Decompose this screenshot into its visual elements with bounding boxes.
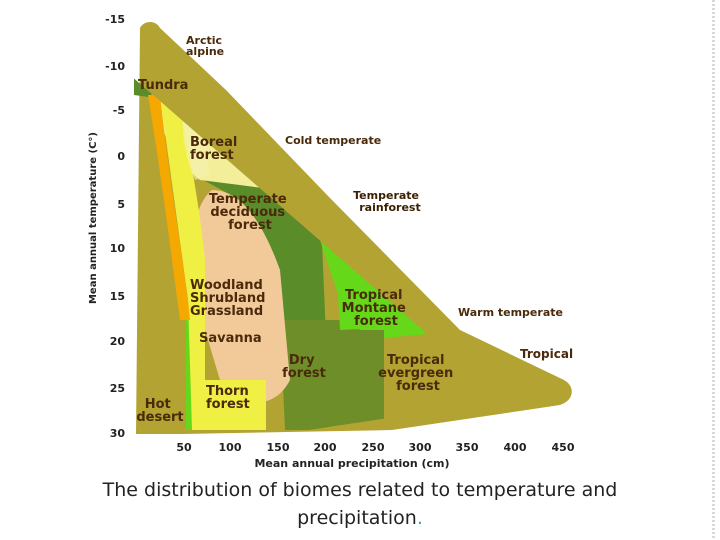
tr-line-2: rainforest (359, 201, 420, 214)
x-tick: 150 (267, 441, 290, 454)
boreal-line-2: forest (190, 148, 234, 163)
thorn-line-2: forest (206, 397, 250, 412)
biome-labels: Tundra Boreal forest Temperate deciduous… (136, 78, 458, 425)
hot-desert-label: Hot desert (136, 397, 183, 425)
x-axis-title: Mean annual precipitation (cm) (254, 457, 449, 470)
y-axis: -15 -10 -5 0 5 10 15 20 25 30 Mean annua… (88, 13, 125, 440)
tm-line-1: Tropical (345, 288, 402, 303)
temperate-deciduous-label: Temperate deciduous forest (209, 192, 291, 233)
tm-line-2: Montane (342, 301, 406, 316)
dry-forest-label: Dry forest (282, 353, 326, 381)
x-tick: 100 (219, 441, 242, 454)
biome-diagram: -15 -10 -5 0 5 10 15 20 25 30 Mean annua… (88, 13, 575, 470)
zone-labels: Arctic alpine Cold temperate Warm temper… (186, 34, 573, 361)
x-tick: 250 (362, 441, 385, 454)
tropical-montane-label: Tropical Montane forest (342, 288, 411, 329)
diagram-frame: -15 -10 -5 0 5 10 15 20 25 30 Mean annua… (84, 0, 580, 472)
arctic-line: Arctic (186, 34, 222, 47)
boreal-forest-label: Boreal forest (190, 135, 242, 163)
alpine-line: alpine (186, 45, 224, 58)
tr-line-1: Temperate (353, 189, 419, 202)
boreal-line-1: Boreal (190, 135, 237, 150)
y-tick: 30 (110, 427, 126, 440)
orange-strip (148, 95, 190, 320)
x-tick: 300 (409, 441, 432, 454)
desert-line-2: desert (136, 410, 183, 425)
td-line-3: forest (228, 218, 272, 233)
woodland-region (189, 190, 290, 403)
caption-line-1: The distribution of biomes related to te… (102, 479, 618, 501)
td-line-1: Temperate (209, 192, 287, 207)
y-tick: 10 (110, 242, 126, 255)
te-line-1: Tropical (387, 353, 444, 368)
x-tick: 350 (456, 441, 479, 454)
woodland-line-1: Woodland (190, 278, 263, 293)
te-line-3: forest (396, 379, 440, 394)
x-tick: 400 (504, 441, 527, 454)
woodland-line-2: Shrubland (190, 291, 265, 306)
dry-forest-region (280, 320, 384, 430)
y-tick: -15 (105, 13, 125, 26)
tropical-zone-label: Tropical (520, 347, 573, 361)
y-tick: 25 (110, 382, 125, 395)
y-tick: 5 (117, 198, 125, 211)
savanna-region (160, 95, 266, 430)
desert-line-1: Hot (145, 397, 171, 412)
arctic-alpine-label: Arctic alpine (186, 34, 226, 58)
dry-line-1: Dry (289, 353, 315, 368)
thorn-forest-label: Thorn forest (206, 384, 253, 412)
x-tick: 50 (176, 441, 192, 454)
td-line-2: deciduous (210, 205, 285, 220)
caption-period: . (416, 507, 423, 529)
y-tick: -5 (113, 104, 125, 117)
thorn-line-1: Thorn (206, 384, 249, 399)
tm-line-3: forest (354, 314, 398, 329)
warm-temperate-label: Warm temperate (458, 306, 563, 319)
y-tick: 0 (117, 150, 125, 163)
thorn-forest-region (205, 380, 266, 430)
y-tick: -10 (105, 60, 125, 73)
slide-edge-rule (712, 0, 715, 540)
cold-temperate-label: Cold temperate (285, 134, 381, 147)
y-tick: 20 (110, 335, 126, 348)
y-tick: 15 (110, 290, 125, 303)
x-tick: 200 (314, 441, 337, 454)
dry-line-2: forest (282, 366, 326, 381)
tropical-evergreen-label: Tropical evergreen forest (378, 353, 458, 394)
figure-caption: The distribution of biomes related to te… (60, 476, 660, 532)
caption-line-2: precipitation. (60, 504, 660, 532)
caption-line-2-text: precipitation (297, 507, 417, 529)
tundra-label: Tundra (138, 78, 188, 93)
woodland-line-3: Grassland (190, 304, 263, 319)
x-axis: 50 100 150 200 250 300 350 400 450 Mean … (176, 441, 574, 470)
temperate-rainforest-label: Temperate rainforest (353, 189, 423, 214)
woodland-label: Woodland Shrubland Grassland (190, 278, 270, 319)
x-tick: 450 (552, 441, 575, 454)
te-line-2: evergreen (378, 366, 453, 381)
y-axis-title: Mean annual temperature (C°) (88, 132, 99, 304)
savanna-label: Savanna (199, 331, 262, 346)
